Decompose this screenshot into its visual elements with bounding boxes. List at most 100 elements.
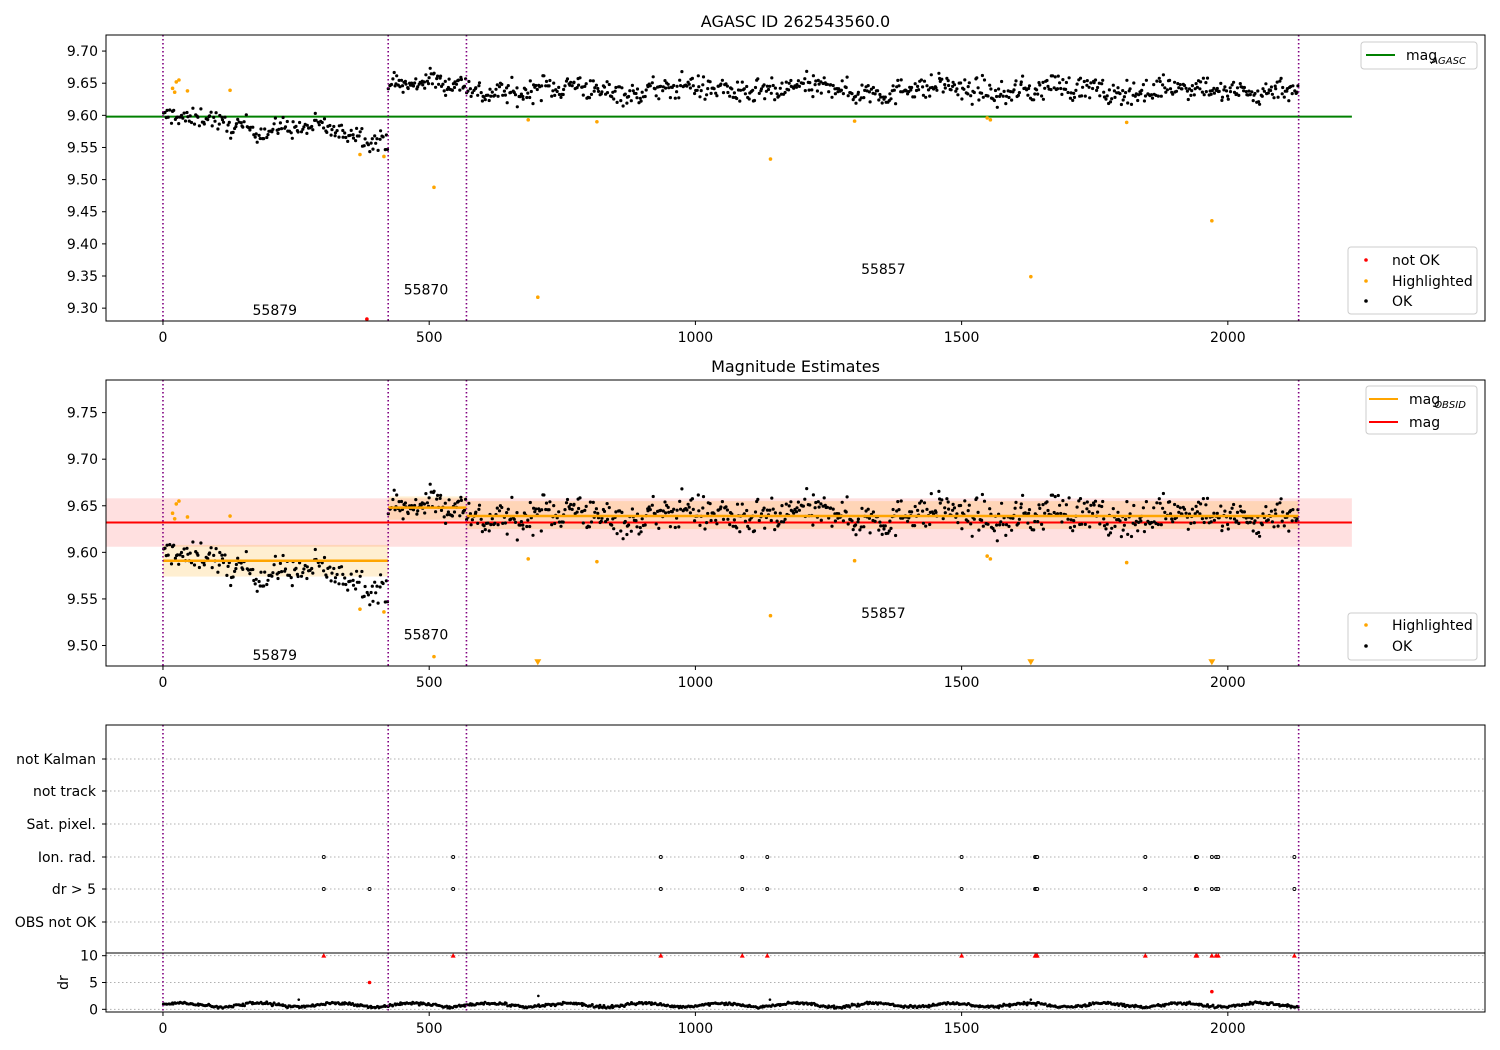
ok-point — [236, 556, 240, 560]
ok-point — [940, 498, 944, 502]
ok-point — [1192, 521, 1196, 525]
flag-category-label: Ion. rad. — [38, 850, 96, 866]
ok-point — [432, 71, 436, 75]
ok-point — [1176, 82, 1180, 86]
ok-point — [960, 97, 964, 101]
dr-high-point — [1210, 989, 1214, 994]
ok-point — [725, 84, 730, 88]
ok-point — [810, 88, 814, 92]
ok-point — [248, 572, 252, 576]
ok-point — [720, 500, 725, 504]
x-tick-label: 1500 — [944, 330, 980, 346]
ok-point — [421, 83, 425, 87]
ok-point — [371, 147, 375, 151]
ok-point — [322, 555, 327, 560]
highlighted-point — [432, 185, 436, 190]
ok-point — [1014, 79, 1018, 83]
ok-point — [469, 523, 473, 527]
ok-point — [896, 78, 900, 82]
ok-point — [620, 510, 624, 514]
ok-point — [988, 507, 992, 511]
highlighted-point — [1124, 560, 1129, 565]
ok-point — [1198, 87, 1202, 91]
ok-point — [813, 506, 817, 510]
ok-point — [192, 563, 197, 567]
ok-point — [877, 528, 881, 532]
ok-point — [1061, 78, 1065, 82]
ok-point — [509, 90, 513, 94]
ok-point — [1195, 85, 1199, 89]
ok-point — [871, 510, 876, 514]
ok-point — [943, 86, 947, 90]
ok-point — [1096, 510, 1100, 514]
ok-point — [866, 84, 870, 88]
ok-point — [1295, 517, 1299, 521]
ok-point — [787, 504, 791, 508]
ok-point — [592, 89, 596, 93]
ok-point — [584, 504, 588, 508]
ok-point — [296, 574, 300, 579]
ok-point — [489, 94, 493, 98]
y-tick-label: 9.75 — [67, 406, 98, 422]
ok-point — [468, 87, 472, 91]
ok-point — [675, 90, 679, 94]
ok-point — [450, 88, 454, 92]
ok-point — [424, 73, 428, 77]
ok-point — [919, 78, 924, 82]
ok-point — [747, 97, 751, 101]
ok-point — [725, 508, 730, 512]
ok-point — [351, 136, 356, 140]
ok-point — [976, 86, 980, 90]
ok-point — [1261, 512, 1265, 516]
ok-point — [242, 120, 246, 124]
highlighted-point — [985, 116, 989, 120]
ok-point — [1107, 533, 1111, 537]
ok-point — [775, 92, 779, 96]
ok-point — [1296, 84, 1300, 88]
highlighted-point — [358, 152, 362, 157]
ok-point — [1217, 89, 1221, 93]
ok-point — [496, 94, 500, 98]
ok-point — [688, 511, 693, 515]
ok-point — [773, 528, 777, 532]
ok-point — [621, 104, 625, 108]
ok-point — [980, 73, 985, 78]
ok-point — [992, 529, 997, 533]
ok-point — [185, 546, 189, 550]
ok-point — [529, 89, 533, 94]
ok-point — [1290, 519, 1294, 523]
dr-point — [334, 1001, 338, 1005]
ok-point — [773, 511, 778, 515]
ok-point — [1069, 518, 1073, 522]
ok-point — [528, 524, 532, 529]
ok-point — [811, 523, 815, 527]
ok-point — [808, 503, 812, 507]
ok-point — [796, 79, 801, 83]
x-tick-label: 2000 — [1210, 675, 1246, 691]
ok-point — [1247, 89, 1251, 93]
ok-point — [654, 522, 658, 526]
ok-point — [783, 90, 787, 95]
ok-point — [547, 84, 551, 88]
ok-point — [525, 95, 529, 100]
y-axis-label: dr — [56, 975, 72, 990]
ok-point — [764, 89, 769, 93]
ok-point — [970, 534, 974, 538]
ok-point — [756, 497, 760, 501]
ok-point — [955, 512, 959, 516]
ok-point — [1170, 517, 1174, 521]
ok-point — [435, 497, 439, 501]
ok-point — [605, 91, 610, 95]
ok-point — [673, 525, 677, 530]
ok-point — [1285, 89, 1289, 93]
ok-point — [1043, 86, 1047, 90]
highlighted-point — [1210, 218, 1214, 223]
ok-point — [276, 131, 280, 135]
highlighted-point — [1124, 120, 1129, 125]
ok-point — [542, 74, 546, 78]
ok-point — [277, 570, 281, 575]
ok-point — [1085, 507, 1089, 511]
ok-point — [393, 508, 397, 512]
ok-point — [659, 84, 663, 88]
ok-point — [1052, 510, 1056, 515]
